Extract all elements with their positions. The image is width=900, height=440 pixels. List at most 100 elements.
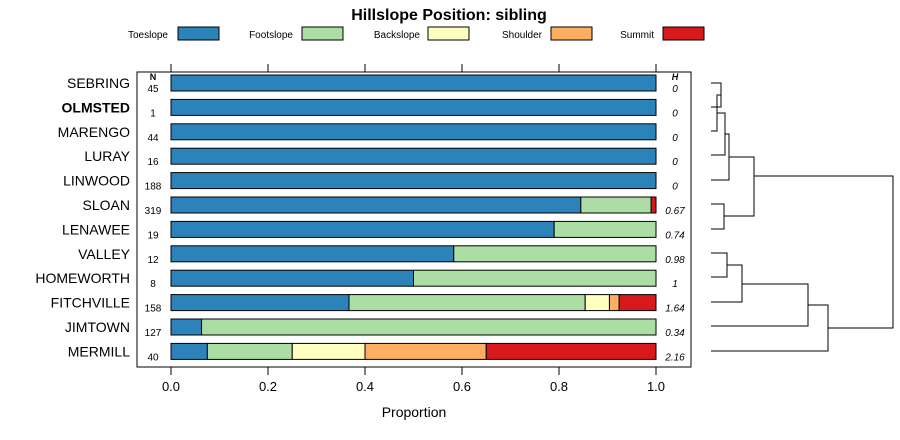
plot-frame bbox=[136, 71, 692, 368]
bar-row-homeworth bbox=[170, 269, 657, 287]
bar-luray-toeslope bbox=[170, 147, 657, 165]
bar-row-valley bbox=[170, 245, 657, 263]
n-value-marengo: 44 bbox=[147, 133, 159, 144]
bar-homeworth-footslope bbox=[413, 269, 657, 287]
n-column-header: N bbox=[150, 72, 157, 82]
bar-lenawee-toeslope bbox=[170, 220, 555, 238]
x-tick-label-4: 0.8 bbox=[550, 379, 568, 394]
dendrogram-branch-valley-homeworth bbox=[711, 252, 728, 278]
n-value-mermill: 40 bbox=[147, 352, 159, 363]
h-value-jimtown: 0.34 bbox=[665, 328, 685, 339]
n-value-fitchville: 158 bbox=[145, 304, 162, 315]
bar-lenawee-footslope bbox=[553, 220, 657, 238]
bar-jimtown-footslope bbox=[201, 318, 657, 336]
row-label-mermill: MERMILL bbox=[68, 343, 130, 359]
x-tick-label-5: 1.0 bbox=[647, 379, 665, 394]
dendrogram-branch-jimtown bbox=[711, 283, 809, 327]
row-label-sloan: SLOAN bbox=[83, 197, 130, 213]
bar-row-sloan bbox=[170, 196, 657, 214]
n-value-sebring: 45 bbox=[147, 84, 159, 95]
bar-mermill-summit bbox=[485, 342, 657, 360]
row-label-linwood: LINWOOD bbox=[63, 173, 130, 189]
bar-sloan-toeslope bbox=[170, 196, 582, 214]
chart-title: Hillslope Position: sibling bbox=[351, 7, 547, 24]
x-axis: 0.0 0.2 0.4 0.6 0.8 1.0 bbox=[162, 367, 665, 394]
dendrogram-branch-sloan-lenawee bbox=[711, 203, 725, 230]
h-value-luray: 0 bbox=[672, 157, 678, 168]
bar-fitchville-shoulder bbox=[608, 294, 620, 312]
legend-label-summit: Summit bbox=[620, 30, 654, 41]
row-label-lenawee: LENAWEE bbox=[62, 221, 130, 237]
n-value-olmsted: 1 bbox=[150, 108, 156, 119]
n-value-luray: 16 bbox=[147, 157, 159, 168]
legend-swatch-summit bbox=[662, 26, 705, 41]
dendrogram-branch-mermill bbox=[711, 304, 829, 352]
h-value-lenawee: 0.74 bbox=[665, 230, 685, 241]
row-label-marengo: MARENGO bbox=[58, 124, 130, 140]
bar-fitchville-summit bbox=[618, 294, 657, 312]
row-label-fitchville: FITCHVILLE bbox=[51, 295, 130, 311]
bar-mermill-footslope bbox=[206, 342, 293, 360]
bar-jimtown-toeslope bbox=[170, 318, 203, 336]
bar-sloan-summit bbox=[650, 196, 657, 214]
bar-sebring-toeslope bbox=[170, 74, 657, 92]
bar-fitchville-backslope bbox=[584, 294, 610, 312]
n-value-homeworth: 8 bbox=[150, 279, 156, 290]
dendrogram-branch-upper-cluster bbox=[724, 156, 755, 217]
bar-linwood-toeslope bbox=[170, 172, 657, 190]
bar-row-fitchville bbox=[170, 294, 657, 312]
bars-group bbox=[170, 74, 657, 360]
dendrogram bbox=[711, 82, 894, 352]
bar-row-sebring bbox=[170, 74, 657, 92]
x-tick-label-3: 0.6 bbox=[453, 379, 471, 394]
bar-mermill-shoulder bbox=[364, 342, 487, 360]
h-value-homeworth: 1 bbox=[672, 279, 678, 290]
h-value-linwood: 0 bbox=[672, 182, 678, 193]
bar-mermill-toeslope bbox=[170, 342, 208, 360]
legend: Toeslope Footslope Backslope Shoulder Summit bbox=[128, 26, 705, 41]
h-value-sloan: 0.67 bbox=[665, 206, 685, 217]
n-value-valley: 12 bbox=[147, 255, 159, 266]
legend-swatch-shoulder bbox=[550, 26, 593, 41]
bar-row-jimtown bbox=[170, 318, 657, 336]
n-value-sloan: 319 bbox=[145, 206, 162, 217]
bar-marengo-toeslope bbox=[170, 123, 657, 141]
dendrogram-root bbox=[754, 175, 894, 329]
legend-swatch-toeslope bbox=[177, 26, 220, 41]
legend-label-footslope: Footslope bbox=[249, 30, 293, 41]
bar-row-olmsted bbox=[170, 98, 657, 116]
dendrogram-branch-luray bbox=[711, 112, 726, 156]
bar-row-linwood bbox=[170, 172, 657, 190]
h-value-sebring: 0 bbox=[672, 84, 678, 95]
row-label-luray: LURAY bbox=[84, 148, 130, 164]
row-label-olmsted: OLMSTED bbox=[62, 99, 130, 115]
x-tick-label-2: 0.4 bbox=[356, 379, 374, 394]
legend-label-backslope: Backslope bbox=[374, 30, 421, 41]
bar-row-marengo bbox=[170, 123, 657, 141]
h-value-mermill: 2.16 bbox=[664, 352, 685, 363]
n-value-jimtown: 127 bbox=[145, 328, 162, 339]
bar-homeworth-toeslope bbox=[170, 269, 414, 287]
bar-row-mermill bbox=[170, 342, 657, 360]
row-label-sebring: SEBRING bbox=[67, 75, 130, 91]
bar-fitchville-toeslope bbox=[170, 294, 350, 312]
dendrogram-branch-linwood bbox=[711, 133, 730, 181]
bar-row-luray bbox=[170, 147, 657, 165]
h-value-valley: 0.98 bbox=[665, 255, 685, 266]
bar-sloan-footslope bbox=[580, 196, 652, 214]
h-value-marengo: 0 bbox=[672, 133, 678, 144]
bar-valley-toeslope bbox=[170, 245, 455, 263]
bar-row-lenawee bbox=[170, 220, 657, 238]
bar-valley-footslope bbox=[453, 245, 657, 263]
legend-swatch-footslope bbox=[301, 26, 344, 41]
row-label-valley: VALLEY bbox=[78, 246, 131, 262]
n-value-linwood: 188 bbox=[145, 182, 162, 193]
bar-mermill-backslope bbox=[291, 342, 366, 360]
x-axis-label: Proportion bbox=[382, 404, 447, 420]
n-value-lenawee: 19 bbox=[147, 230, 159, 241]
row-label-homeworth: HOMEWORTH bbox=[35, 270, 130, 286]
h-value-olmsted: 0 bbox=[672, 108, 678, 119]
bar-fitchville-footslope bbox=[348, 294, 586, 312]
